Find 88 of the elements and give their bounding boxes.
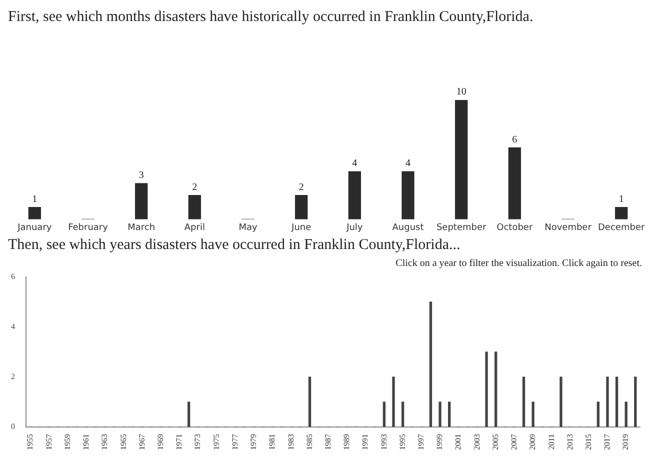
x-tick-label: 1967 [137, 434, 146, 450]
bar [401, 402, 404, 427]
bar [560, 376, 562, 427]
x-tick-label: 2011 [546, 434, 556, 450]
x-tick-label: 1981 [268, 434, 277, 450]
bar [348, 171, 361, 220]
data-label: 1 [32, 194, 38, 205]
x-tick-label: 1985 [304, 434, 314, 450]
bar [448, 402, 451, 427]
bar [532, 402, 534, 427]
data-label: 4 [352, 158, 358, 170]
text: Click on a year to filter the visualization. Click again to reset. [394, 258, 643, 269]
x-tick-label: July [346, 222, 364, 233]
x-tick-label: 1989 [342, 434, 352, 450]
bar [634, 376, 637, 427]
bar [187, 402, 190, 427]
x-tick-label: October [496, 222, 533, 233]
chart-title: First, see which months disasters have historically occurred in Franklin County,Florida. [8, 8, 534, 26]
bar [438, 402, 442, 427]
bar [596, 402, 600, 427]
x-tick-label: 1963 [100, 434, 110, 450]
x-tick-label: 2017 [602, 434, 612, 450]
x-tick-label: 1987 [323, 434, 332, 450]
data-label: 6 [512, 134, 518, 146]
data-label: 2 [298, 182, 304, 193]
x-tick-label: 1965 [118, 434, 128, 450]
x-tick-label: 2009 [528, 434, 538, 450]
x-tick-label: February [68, 222, 109, 233]
bar [615, 206, 628, 220]
bar [188, 195, 201, 220]
bar [615, 376, 618, 427]
bar [606, 376, 609, 427]
x-tick-label: 1959 [62, 434, 72, 450]
x-tick-label: 2003 [472, 434, 482, 450]
x-tick-label: 1993 [379, 434, 388, 450]
x-tick-label: 2001 [454, 434, 463, 450]
x-tick-label: 1961 [82, 434, 91, 450]
x-tick-label: 2007 [510, 434, 519, 450]
x-tick-label: 1975 [212, 434, 221, 450]
x-tick-label: August [392, 222, 424, 233]
x-tick-label: 2019 [621, 434, 630, 450]
bar [522, 376, 526, 427]
x-tick-label: 1955 [26, 434, 35, 450]
y-tick-label: 6 [11, 272, 15, 282]
data-label: 1 [618, 194, 624, 205]
bar [28, 206, 41, 220]
x-tick-label: 1991 [360, 434, 370, 450]
y-tick-label: 4 [11, 322, 15, 332]
x-tick-label: April [184, 222, 205, 233]
bar [392, 376, 395, 427]
bar [429, 302, 432, 427]
x-tick-label: 2005 [490, 434, 500, 450]
x-tick-label: 2013 [565, 434, 574, 450]
x-tick-label: 1983 [286, 434, 296, 450]
x-tick-label: May [238, 222, 258, 233]
bar [295, 195, 308, 220]
x-tick-label: June [290, 222, 312, 233]
bar [455, 100, 468, 220]
chart-title: Then, see which years disasters have occurred in Franklin County,Florida... [8, 236, 462, 254]
x-tick-label: 1999 [435, 434, 444, 450]
x-tick-label: 1979 [249, 434, 258, 450]
x-tick-label: 1957 [44, 434, 54, 450]
x-tick-label: 1973 [193, 434, 202, 450]
x-tick-label: December [598, 222, 645, 233]
x-tick-label: 1997 [416, 434, 426, 450]
data-label: 3 [138, 170, 144, 182]
bar [135, 183, 148, 220]
x-tick-label: 1971 [174, 434, 184, 450]
bar [485, 352, 488, 427]
data-label: 2 [192, 182, 198, 193]
bar [494, 352, 498, 427]
data-label: 10 [456, 86, 466, 98]
bar [508, 147, 521, 220]
y-tick-label: 2 [11, 372, 15, 382]
bar [308, 376, 312, 427]
bar [624, 402, 628, 427]
x-tick-label: 1995 [398, 434, 407, 450]
y-tick-label: 0 [11, 422, 15, 432]
bar [402, 171, 414, 220]
bar [382, 402, 386, 427]
x-tick-label: January [16, 222, 52, 233]
x-tick-label: September [436, 222, 487, 233]
x-tick-label: March [128, 222, 156, 233]
x-tick-label: November [544, 222, 592, 233]
x-tick-label: 1977 [230, 434, 240, 450]
data-label: 4 [406, 158, 410, 170]
x-tick-label: 1969 [156, 434, 165, 450]
x-tick-label: 2015 [584, 434, 593, 450]
